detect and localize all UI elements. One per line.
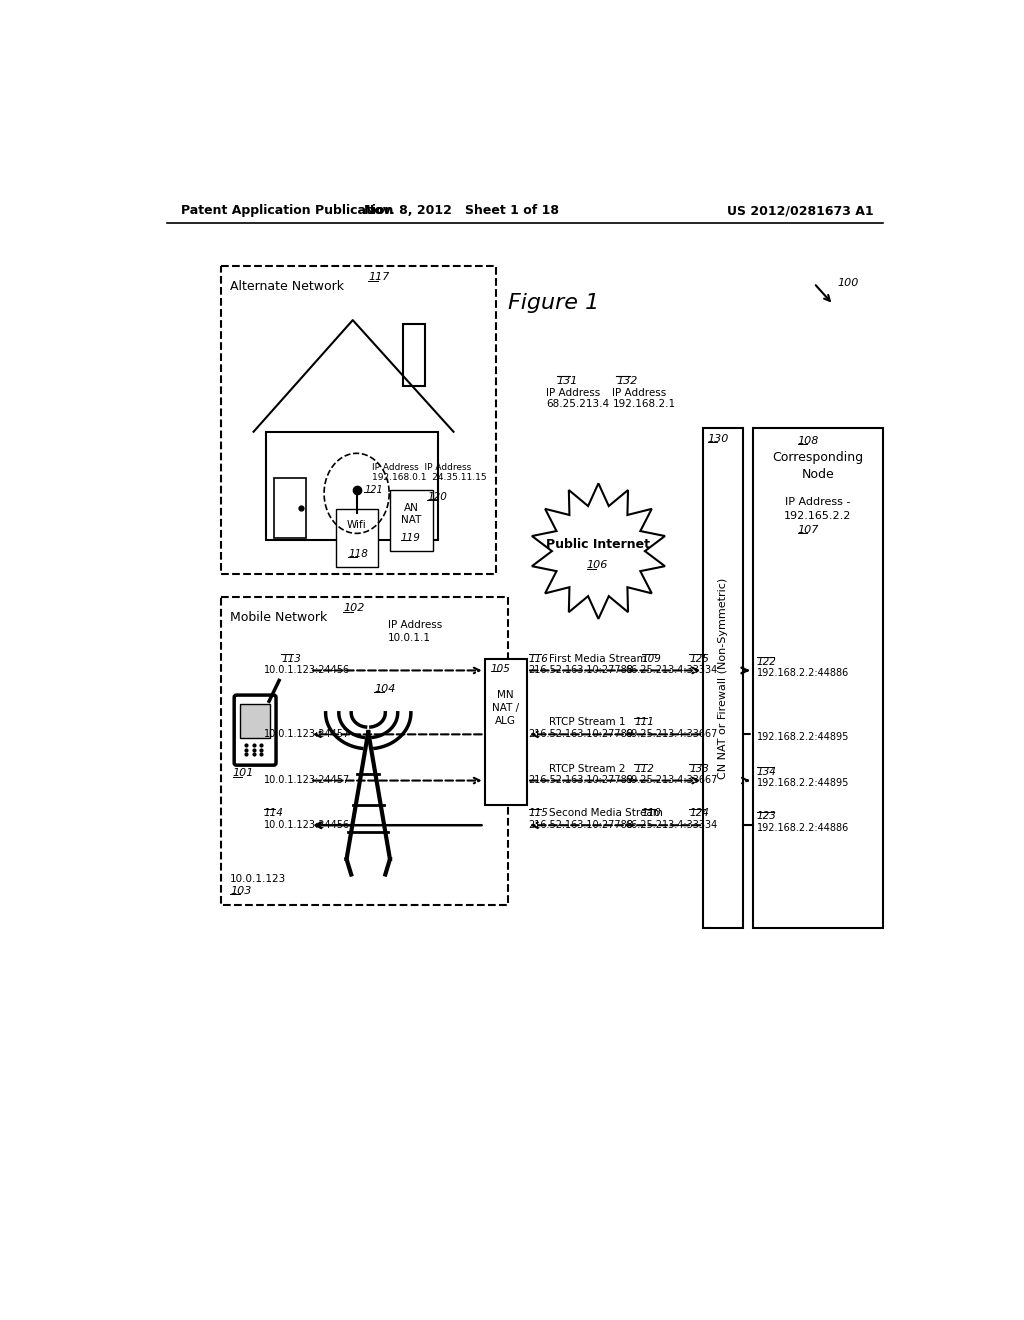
Text: 192.165.2.2: 192.165.2.2	[784, 511, 851, 521]
Text: 102: 102	[343, 603, 365, 614]
Text: IP Address  IP Address: IP Address IP Address	[372, 462, 471, 471]
Text: Nov. 8, 2012   Sheet 1 of 18: Nov. 8, 2012 Sheet 1 of 18	[364, 205, 559, 218]
FancyBboxPatch shape	[703, 428, 743, 928]
Text: 118: 118	[348, 549, 368, 558]
FancyBboxPatch shape	[221, 597, 508, 906]
Text: 131: 131	[557, 376, 578, 387]
Text: 123: 123	[757, 812, 776, 821]
Text: 101: 101	[232, 768, 254, 779]
Text: 100: 100	[838, 277, 858, 288]
Text: 10.0.1.123:24456: 10.0.1.123:24456	[263, 820, 350, 830]
FancyBboxPatch shape	[266, 432, 438, 540]
Text: 115: 115	[528, 808, 549, 818]
Text: 121: 121	[365, 484, 383, 495]
Text: IP Address: IP Address	[612, 388, 667, 397]
Text: 10.0.1.123:24457: 10.0.1.123:24457	[263, 729, 350, 739]
Text: 103: 103	[230, 886, 252, 896]
Text: 192.168.2.2:44886: 192.168.2.2:44886	[757, 668, 849, 678]
Text: IP Address: IP Address	[547, 388, 601, 397]
Text: 68.25.213.4: 68.25.213.4	[547, 400, 609, 409]
Text: 69.25.213.4:33667: 69.25.213.4:33667	[626, 775, 718, 785]
FancyBboxPatch shape	[234, 696, 276, 766]
Text: RTCP Stream 1: RTCP Stream 1	[549, 718, 626, 727]
Text: 134: 134	[757, 767, 776, 776]
Text: 216.52.163.10:27788: 216.52.163.10:27788	[528, 820, 634, 830]
Text: 130: 130	[708, 434, 729, 444]
Text: 122: 122	[757, 656, 776, 667]
Text: 113: 113	[282, 653, 301, 664]
Text: 117: 117	[369, 272, 389, 282]
Text: Wifi: Wifi	[347, 520, 367, 531]
Text: 66.25.213.4:33334: 66.25.213.4:33334	[626, 665, 718, 675]
Polygon shape	[531, 483, 665, 619]
FancyBboxPatch shape	[753, 428, 883, 928]
Text: 10.0.1.123: 10.0.1.123	[230, 874, 287, 884]
Text: 216.52.163.10:27789: 216.52.163.10:27789	[528, 775, 634, 785]
Text: Mobile Network: Mobile Network	[230, 611, 328, 624]
Text: 104: 104	[375, 684, 396, 693]
Text: 110: 110	[642, 808, 662, 818]
Text: RTCP Stream 2: RTCP Stream 2	[549, 763, 626, 774]
Text: AN
NAT: AN NAT	[400, 503, 421, 525]
Text: 192.168.2.2:44895: 192.168.2.2:44895	[757, 733, 849, 742]
Text: Public Internet: Public Internet	[547, 539, 650, 552]
Text: Alternate Network: Alternate Network	[230, 280, 344, 293]
Text: 192.168.2.1: 192.168.2.1	[612, 400, 676, 409]
Text: Figure 1: Figure 1	[508, 293, 599, 313]
Text: 119: 119	[400, 533, 421, 543]
FancyBboxPatch shape	[221, 267, 496, 574]
FancyBboxPatch shape	[390, 490, 432, 552]
FancyBboxPatch shape	[484, 659, 527, 805]
Text: 114: 114	[263, 808, 284, 818]
Text: 107: 107	[798, 525, 819, 535]
Text: 111: 111	[634, 718, 654, 727]
Text: 216.52.163.10:27788: 216.52.163.10:27788	[528, 665, 634, 675]
FancyBboxPatch shape	[273, 478, 306, 539]
FancyBboxPatch shape	[241, 704, 270, 738]
Text: 10.0.1.123:24457: 10.0.1.123:24457	[263, 775, 350, 785]
Text: 216.52.163.10:27789: 216.52.163.10:27789	[528, 729, 634, 739]
Text: 66.25.213.4:33334: 66.25.213.4:33334	[626, 820, 718, 830]
Text: CN NAT or Firewall (Non-Symmetric): CN NAT or Firewall (Non-Symmetric)	[718, 578, 728, 779]
Text: 105: 105	[490, 664, 511, 673]
Text: 125: 125	[689, 653, 709, 664]
Text: 10.0.1.1: 10.0.1.1	[388, 632, 431, 643]
FancyBboxPatch shape	[403, 323, 425, 385]
Text: 112: 112	[634, 763, 654, 774]
Text: 192.168.2.2:44886: 192.168.2.2:44886	[757, 822, 849, 833]
Text: Corresponding
Node: Corresponding Node	[772, 451, 863, 480]
Text: Second Media Stream: Second Media Stream	[549, 808, 663, 818]
Text: IP Address: IP Address	[388, 620, 442, 631]
Text: 109: 109	[642, 653, 662, 664]
Text: US 2012/0281673 A1: US 2012/0281673 A1	[727, 205, 873, 218]
Text: 108: 108	[798, 436, 819, 446]
Text: 132: 132	[616, 376, 638, 387]
Text: 69.25.213.4:33667: 69.25.213.4:33667	[626, 729, 718, 739]
Text: 133: 133	[689, 763, 709, 774]
Text: 116: 116	[528, 653, 549, 664]
Text: 192.168.2.2:44895: 192.168.2.2:44895	[757, 779, 849, 788]
Text: 120: 120	[427, 492, 447, 502]
Text: MN
NAT /
ALG: MN NAT / ALG	[492, 689, 519, 726]
Text: First Media Stream: First Media Stream	[549, 653, 646, 664]
Text: 106: 106	[587, 560, 608, 570]
Text: Patent Application Publication: Patent Application Publication	[180, 205, 393, 218]
Text: 124: 124	[689, 808, 709, 818]
FancyBboxPatch shape	[336, 508, 378, 566]
Text: 192.168.0.1  24.35.11.15: 192.168.0.1 24.35.11.15	[372, 473, 486, 482]
Text: IP Address -: IP Address -	[785, 498, 851, 507]
Text: 10.0.1.123:24456: 10.0.1.123:24456	[263, 665, 350, 675]
